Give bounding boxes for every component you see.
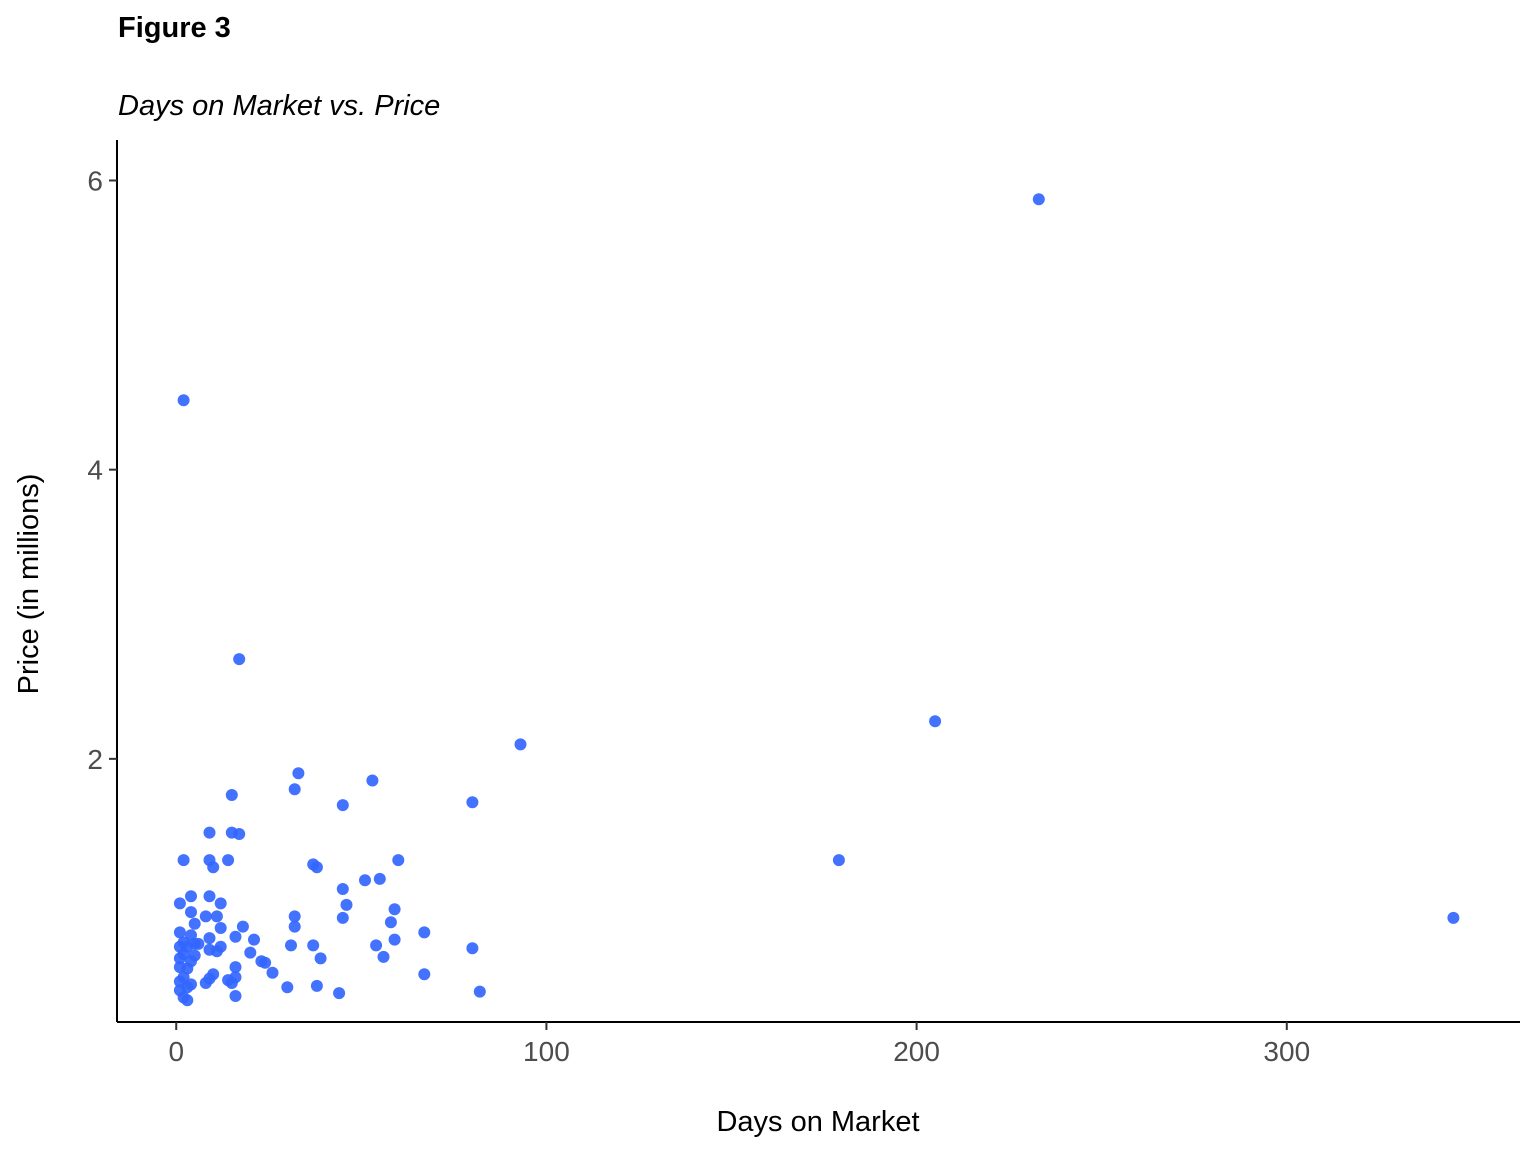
data-point (188, 917, 201, 930)
y-axis-title: Price (in millions) (13, 474, 45, 695)
y-tick-label: 6 (87, 165, 103, 196)
data-point (229, 930, 242, 943)
data-point (192, 937, 205, 950)
x-tick-label: 100 (523, 1036, 570, 1067)
data-point (418, 926, 431, 939)
data-point (199, 910, 212, 923)
data-point (173, 926, 186, 939)
data-point (244, 946, 257, 959)
data-point (177, 854, 190, 867)
data-point (199, 977, 212, 989)
data-point (229, 990, 242, 1002)
data-point (336, 883, 349, 895)
data-point (236, 920, 249, 933)
data-point (366, 774, 379, 787)
data-point (214, 922, 227, 934)
data-point (377, 950, 390, 963)
data-point (1447, 911, 1460, 924)
data-point (1032, 193, 1045, 206)
data-point (185, 890, 197, 903)
data-point (373, 872, 386, 885)
data-point (310, 979, 323, 992)
data-point (233, 653, 246, 666)
data-point (210, 945, 223, 958)
x-tick-label: 200 (893, 1036, 940, 1067)
data-point (222, 854, 235, 867)
data-point (384, 916, 397, 929)
data-point (225, 789, 238, 801)
data-point (307, 939, 320, 952)
data-point (185, 906, 197, 919)
data-point (473, 985, 486, 998)
data-point (281, 981, 294, 994)
data-point (207, 861, 220, 874)
data-point (314, 952, 327, 965)
data-point (388, 903, 401, 916)
data-point (832, 854, 845, 867)
data-point (181, 994, 194, 1007)
data-point (210, 910, 223, 923)
data-point (929, 715, 942, 728)
data-point (292, 767, 305, 780)
data-point (418, 968, 431, 981)
data-point (288, 783, 301, 796)
data-point (333, 987, 346, 1000)
data-point (203, 890, 216, 903)
data-point (233, 828, 246, 840)
data-point (173, 952, 186, 965)
x-axis-ticks: 0 100 200 300 (168, 1022, 1310, 1067)
x-tick-label: 0 (168, 1036, 184, 1067)
y-axis-ticks: 2 4 6 (87, 165, 117, 775)
data-point (466, 942, 479, 955)
data-point (388, 933, 401, 946)
x-axis-title: Days on Market (716, 1106, 919, 1138)
data-point (229, 961, 242, 974)
data-point (214, 897, 227, 910)
chart-title: Days on Market vs. Price (118, 90, 441, 122)
data-point (336, 799, 349, 812)
data-point (288, 920, 301, 933)
data-point (288, 910, 301, 923)
x-tick-label: 300 (1263, 1036, 1310, 1067)
y-tick-label: 4 (87, 455, 103, 486)
figure-label: Figure 3 (118, 12, 231, 44)
data-point (514, 738, 527, 751)
data-point (466, 796, 479, 809)
data-point (340, 898, 353, 911)
data-point (248, 933, 260, 946)
data-point (392, 854, 405, 867)
data-point (177, 394, 190, 407)
data-point (310, 861, 323, 874)
data-point (225, 977, 238, 989)
data-point (203, 826, 216, 839)
data-point (266, 966, 279, 979)
points-layer (173, 193, 1460, 1007)
data-point (173, 897, 186, 910)
data-point (285, 939, 297, 952)
data-point (336, 911, 349, 924)
data-point (370, 939, 383, 952)
y-tick-label: 2 (87, 744, 103, 775)
data-point (203, 932, 216, 945)
data-point (259, 956, 272, 969)
data-point (359, 874, 371, 887)
